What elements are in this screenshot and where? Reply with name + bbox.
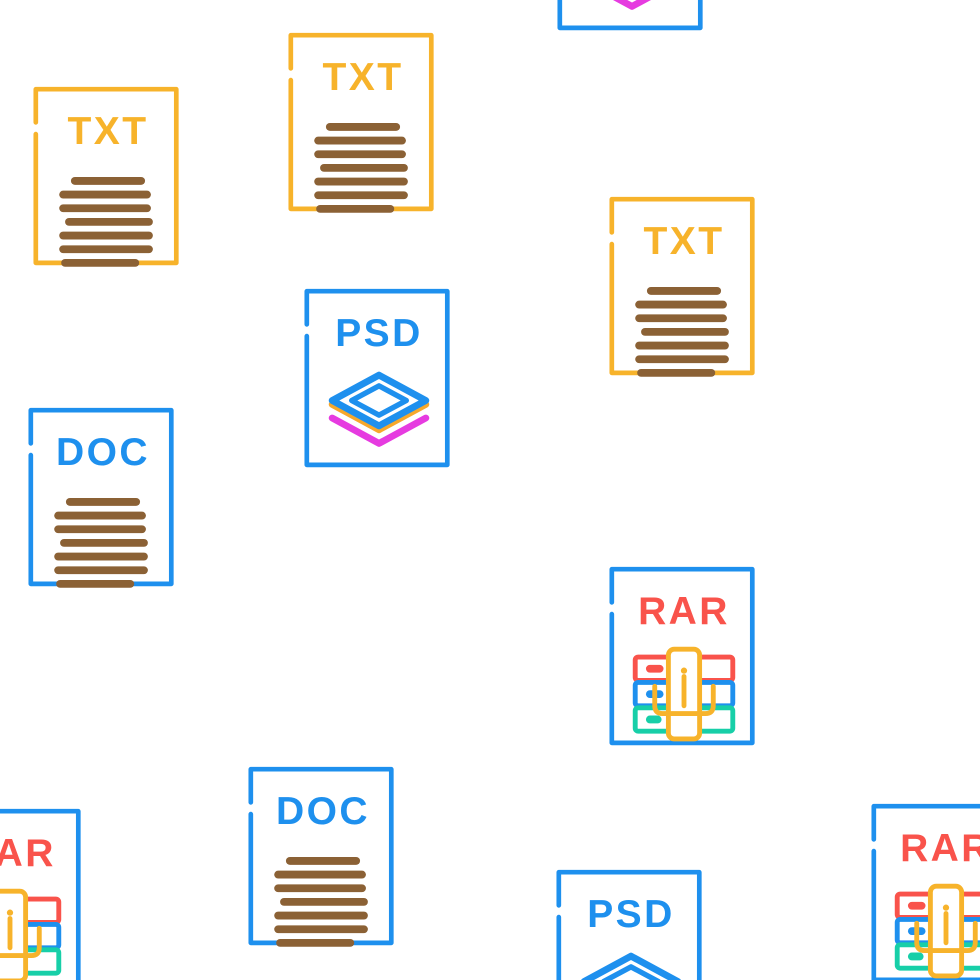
icon-txt-upper-left: TXT [28,83,188,273]
format-label: TXT [322,56,403,99]
psd-file-icon: PSD [557,0,703,31]
document-text-lines [59,177,153,267]
document-text-lines [274,857,368,947]
document-frame [557,0,703,31]
layer-stack-graphic [612,0,652,10]
document-text-lines [635,287,729,377]
layer-stack-graphic [581,952,681,980]
svg-text:PSD: PSD [587,893,675,936]
icon-doc-mid-left: DOC [23,404,183,594]
svg-text:RAR: RAR [0,832,56,875]
doc-file-icon: DOC [866,0,980,2]
document-frame [248,766,394,946]
icon-psd-top-center-clip: PSD [552,0,712,38]
svg-text:DOC: DOC [276,790,370,833]
document-frame [0,808,81,980]
format-label: TXT [643,220,724,263]
document-frame [609,196,755,376]
rar-file-icon: RAR [0,808,81,980]
icon-txt-upper-right: TXT [604,193,764,383]
icon-psd-mid-center: PSD [299,285,459,475]
icon-rar-bottom-right: RAR [866,800,980,980]
archive-strap-graphic [894,883,980,979]
icon-txt-upper-center: TXT [283,29,443,219]
icon-rar-bottom-left-clip: RAR [0,805,90,980]
archive-strap-graphic [0,888,62,980]
document-frame [556,869,702,980]
format-label: RAR [638,590,730,633]
doc-file-icon: DOC [248,766,394,947]
txt-file-icon: TXT [33,86,179,267]
psd-file-icon: PSD [304,288,450,468]
svg-text:DOC: DOC [56,431,150,474]
doc-file-icon: DOC [28,407,174,588]
psd-file-icon: PSD [556,869,702,980]
document-frame [304,288,450,468]
doc-file-icon: DOC [0,0,150,5]
icon-psd-bottom-center: PSD [551,866,711,980]
document-text-lines [54,498,148,588]
document-frame [33,86,179,266]
document-frame [609,566,755,746]
rar-file-icon: RAR [609,566,755,746]
txt-file-icon: TXT [609,196,755,377]
svg-text:TXT: TXT [67,110,148,153]
svg-text:TXT: TXT [643,220,724,263]
document-frame [871,803,980,980]
format-label: PSD [587,893,675,936]
document-text-lines [314,123,408,213]
document-frame [28,407,174,587]
format-label: DOC [56,431,150,474]
format-label: RAR [900,827,980,870]
layer-stack-graphic [328,371,430,447]
svg-text:TXT: TXT [322,56,403,99]
rar-file-icon: RAR [871,803,980,980]
icon-doc-bottom-center: DOC [243,763,403,953]
format-label: TXT [67,110,148,153]
icon-doc-top-left-clip: DOC [0,0,150,5]
icon-rar-mid-right: RAR [604,563,764,753]
svg-text:PSD: PSD [335,312,423,355]
svg-text:RAR: RAR [900,827,980,870]
txt-file-icon: TXT [288,32,434,213]
archive-strap-graphic [632,646,736,742]
format-label: PSD [335,312,423,355]
document-frame [288,32,434,212]
icon-doc-top-right-clip: DOC [866,0,980,2]
format-label: DOC [276,790,370,833]
svg-text:RAR: RAR [638,590,730,633]
format-label: RAR [0,832,56,875]
